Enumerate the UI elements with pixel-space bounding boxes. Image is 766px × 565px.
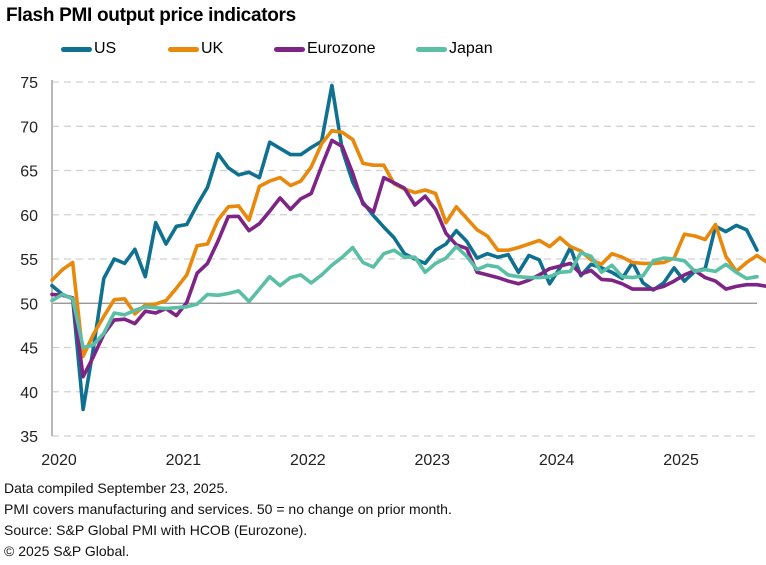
x-tick-label: 2021 (166, 452, 202, 469)
y-tick-label: 70 (20, 119, 38, 136)
x-tick-label: 2023 (414, 452, 450, 469)
legend-label-us: US (94, 40, 117, 57)
legend-swatch-us (61, 46, 92, 52)
footnote-date: Data compiled September 23, 2025. (4, 480, 229, 496)
y-tick-label: 50 (20, 296, 38, 313)
legend-swatch-eurozone (274, 46, 305, 52)
x-tick-label: 2022 (290, 452, 326, 469)
series-line-us (50, 83, 759, 412)
y-tick-label: 40 (20, 385, 38, 402)
line-chart: 35 40 45 50 55 60 65 70 75 2020 2021 2022 2023 2024 20… (20, 75, 766, 469)
legend-label-japan: Japan (449, 40, 493, 57)
y-tick-label: 45 (20, 341, 38, 358)
footnote-coverage: PMI covers manufacturing and services. 5… (4, 501, 452, 517)
chart-title: Flash PMI output price indicators (6, 5, 296, 26)
x-tick-label: 2024 (539, 452, 575, 469)
series-line-japan (50, 244, 759, 350)
legend-swatch-japan (416, 46, 447, 52)
footnote-copyright: © 2025 S&P Global. (4, 543, 130, 559)
y-tick-label: 65 (20, 164, 38, 181)
y-tick-label: 75 (20, 75, 38, 92)
legend-item-uk: UK (168, 40, 223, 58)
legend-swatch-uk (168, 46, 199, 52)
legend-item-japan: Japan (416, 40, 493, 58)
legend-item-eurozone: Eurozone (274, 40, 376, 58)
y-tick-label: 35 (20, 429, 38, 446)
y-tick-label: 60 (20, 208, 38, 225)
series-line-eurozone (50, 138, 766, 379)
legend-item-us: US (61, 40, 116, 58)
x-tick-label: 2020 (41, 452, 77, 469)
legend-label-uk: UK (201, 40, 224, 57)
footnote-source: Source: S&P Global PMI with HCOB (Eurozo… (4, 522, 308, 538)
y-tick-label: 55 (20, 252, 38, 269)
series-line-uk (50, 128, 766, 359)
x-tick-label: 2025 (663, 452, 699, 469)
legend: US UK Eurozone Japan (0, 40, 766, 64)
legend-label-eurozone: Eurozone (307, 40, 376, 57)
